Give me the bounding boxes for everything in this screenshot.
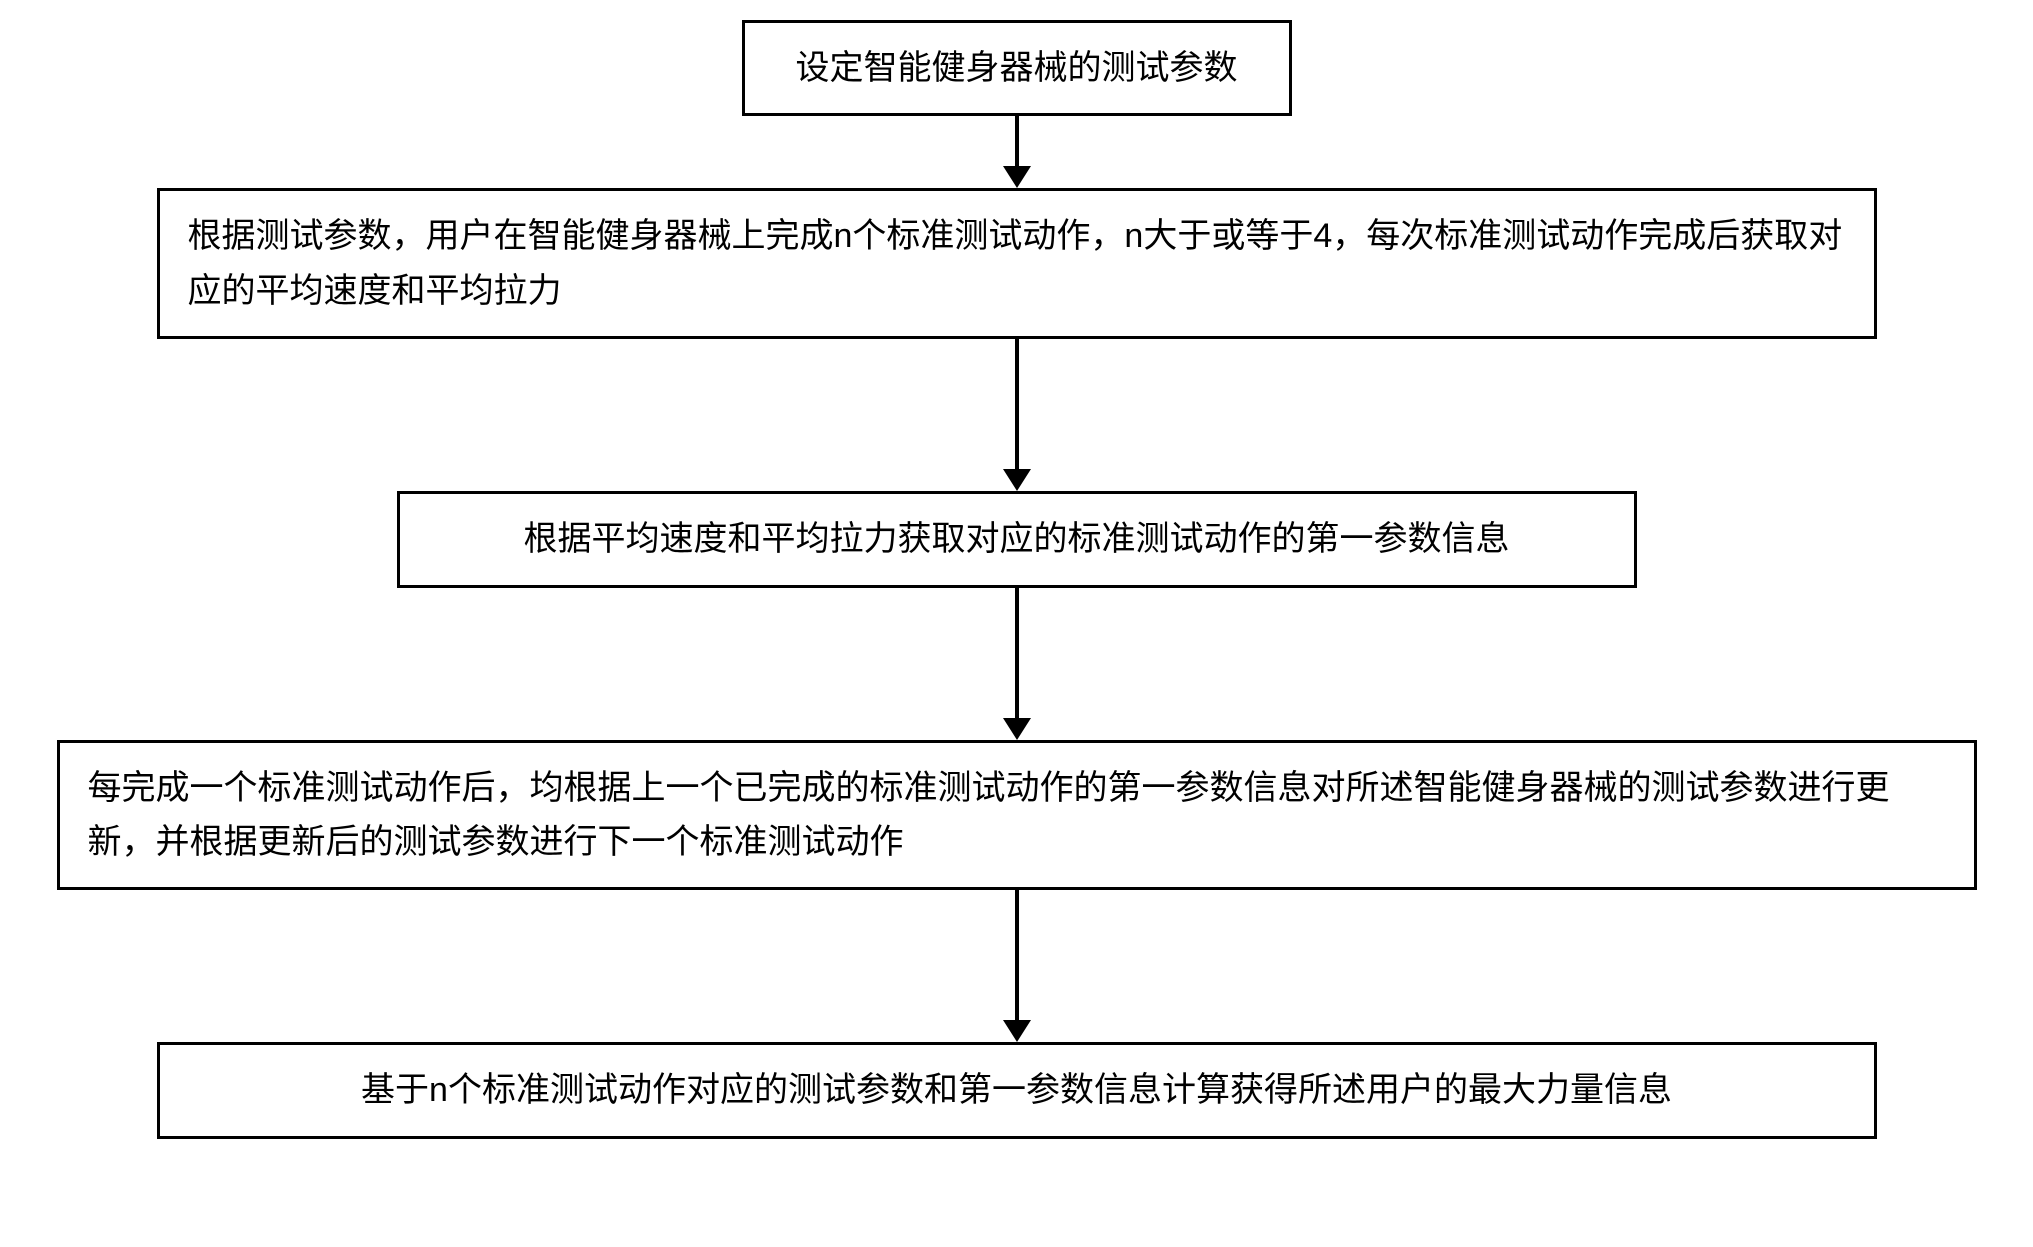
flowchart-arrow-2: [1003, 339, 1031, 491]
arrow-line: [1015, 116, 1019, 166]
node-text: 设定智能健身器械的测试参数: [796, 49, 1238, 87]
arrow-head-icon: [1003, 469, 1031, 491]
flowchart-node-1: 设定智能健身器械的测试参数: [742, 20, 1292, 116]
arrow-head-icon: [1003, 166, 1031, 188]
flowchart-node-4: 每完成一个标准测试动作后，均根据上一个已完成的标准测试动作的第一参数信息对所述智…: [57, 740, 1977, 891]
arrow-line: [1015, 588, 1019, 718]
arrow-head-icon: [1003, 718, 1031, 740]
node-text: 根据平均速度和平均拉力获取对应的标准测试动作的第一参数信息: [524, 520, 1510, 558]
flowchart-node-2: 根据测试参数，用户在智能健身器械上完成n个标准测试动作，n大于或等于4，每次标准…: [157, 188, 1877, 339]
flowchart-arrow-4: [1003, 890, 1031, 1042]
flowchart-node-3: 根据平均速度和平均拉力获取对应的标准测试动作的第一参数信息: [397, 491, 1637, 587]
arrow-head-icon: [1003, 1020, 1031, 1042]
arrow-line: [1015, 890, 1019, 1020]
node-text: 根据测试参数，用户在智能健身器械上完成n个标准测试动作，n大于或等于4，每次标准…: [188, 217, 1843, 309]
flowchart-container: 设定智能健身器械的测试参数 根据测试参数，用户在智能健身器械上完成n个标准测试动…: [20, 20, 2013, 1139]
node-text: 每完成一个标准测试动作后，均根据上一个已完成的标准测试动作的第一参数信息对所述智…: [88, 769, 1890, 861]
flowchart-arrow-3: [1003, 588, 1031, 740]
arrow-line: [1015, 339, 1019, 469]
flowchart-arrow-1: [1003, 116, 1031, 188]
flowchart-node-5: 基于n个标准测试动作对应的测试参数和第一参数信息计算获得所述用户的最大力量信息: [157, 1042, 1877, 1138]
node-text: 基于n个标准测试动作对应的测试参数和第一参数信息计算获得所述用户的最大力量信息: [361, 1071, 1672, 1109]
